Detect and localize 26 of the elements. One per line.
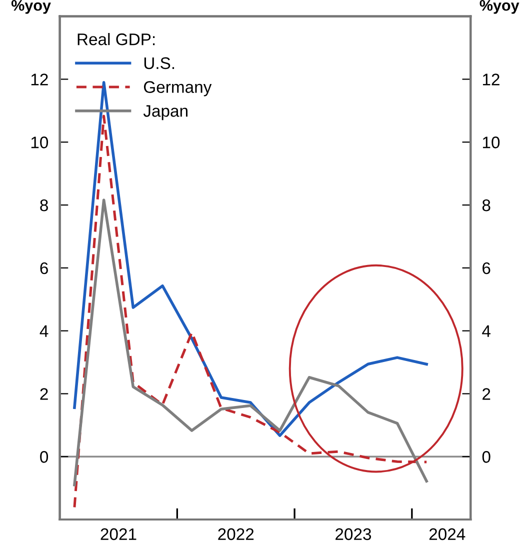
y2-tick-label: 10 [482, 136, 500, 148]
line-series [73, 80, 428, 437]
y2-tick-label: 2 [482, 388, 490, 400]
y2-tick-label: 0 [482, 451, 490, 463]
legend-label: Japan [143, 105, 188, 120]
y-tick-label: 0 [40, 451, 48, 463]
y-tick-label: 4 [40, 325, 48, 337]
x-tick-label: 2022 [218, 528, 254, 540]
y2-axis-title: %yoy [480, 0, 520, 14]
y-tick-label: 2 [40, 388, 48, 400]
y-tick-label: 8 [40, 199, 48, 212]
x-tick-label: 2021 [100, 528, 136, 540]
legend-title: Real GDP: [78, 32, 155, 46]
y2-tick-label: 6 [482, 262, 490, 274]
y-tick-label: 12 [31, 74, 48, 86]
y-axis-title: %yoy [11, 0, 51, 14]
y-tick-label: 6 [40, 262, 48, 274]
y-tick-label: 10 [31, 136, 48, 148]
x-tick-label: 2023 [336, 528, 372, 540]
x-tick-label: 2024 [429, 528, 466, 540]
line-series [73, 198, 428, 486]
y2-tick-label: 8 [482, 199, 490, 212]
y2-tick-label: 4 [482, 325, 490, 337]
legend-label: Germany [144, 81, 212, 96]
y2-tick-label: 12 [482, 74, 500, 86]
legend-label: U.S. [144, 57, 174, 70]
